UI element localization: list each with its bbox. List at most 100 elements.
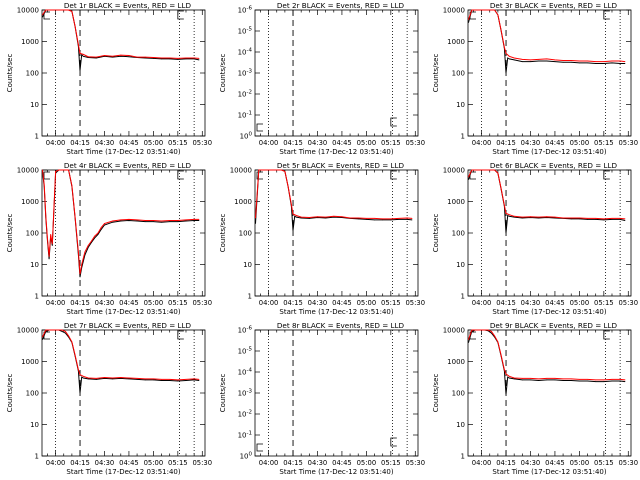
data-point — [490, 169, 492, 171]
plot-frame — [254, 169, 419, 297]
x-tick-label: 04:45 — [119, 459, 139, 467]
x-tick-label: 04:45 — [545, 299, 565, 307]
chart-panel-9: Det 9r BLACK = Events, RED = LLD 1 10 100 10… — [432, 321, 638, 476]
data-point — [120, 55, 122, 57]
data-point — [169, 57, 171, 59]
data-point — [468, 342, 469, 343]
data-point — [58, 329, 60, 331]
x-tick-label: 05:15 — [594, 299, 614, 307]
data-point — [365, 218, 367, 219]
x-tick-label: 04:00 — [46, 299, 66, 307]
data-point — [554, 61, 556, 63]
y-axis-label: Counts/sec — [432, 214, 440, 253]
data-point — [474, 169, 476, 171]
x-axis-label: Start Time (17-Dec-12 03:51:40) — [66, 468, 180, 476]
data-point — [595, 219, 597, 220]
x-tick-label: 05:30 — [192, 299, 212, 307]
y-tick-label: 100 — [452, 390, 465, 398]
y-tick-label: 100 — [452, 70, 465, 78]
series-line-lld — [42, 9, 200, 59]
data-point — [42, 336, 43, 338]
data-point — [468, 22, 469, 23]
x-axis-label: Start Time (17-Dec-12 03:51:40) — [66, 148, 180, 156]
range-bracket-right — [177, 330, 184, 340]
x-tick-label: 05:30 — [405, 299, 425, 307]
x-tick-label: 05:00 — [144, 299, 164, 307]
data-point — [490, 331, 492, 332]
y-tick-label: 1 — [461, 133, 465, 141]
data-point — [55, 329, 56, 331]
y-tick-label: 1 — [248, 293, 252, 301]
y-tick-label: 1000 — [21, 198, 39, 206]
data-point — [406, 219, 408, 220]
data-point — [61, 169, 63, 171]
x-tick-label: 05:00 — [570, 299, 590, 307]
data-point — [530, 217, 531, 218]
x-tick-label: 05:15 — [594, 459, 614, 467]
data-point — [341, 217, 343, 218]
x-tick-label: 04:30 — [95, 139, 115, 147]
data-point — [55, 9, 56, 11]
data-point — [619, 380, 621, 382]
x-tick-label: 05:00 — [357, 139, 377, 147]
data-point — [471, 329, 473, 331]
data-point — [521, 59, 523, 60]
data-point — [504, 369, 505, 371]
series-line-lld — [468, 329, 626, 381]
data-point — [521, 61, 523, 63]
data-point — [578, 218, 580, 220]
data-point — [87, 377, 89, 379]
x-tick-label: 05:15 — [594, 139, 614, 147]
data-point — [169, 380, 171, 381]
x-tick-label: 05:15 — [168, 299, 188, 307]
x-tick-label: 04:15 — [283, 299, 303, 307]
data-point — [595, 381, 597, 383]
data-point — [255, 217, 256, 219]
data-point — [587, 60, 588, 62]
data-point — [104, 55, 105, 56]
x-tick-label: 05:00 — [357, 299, 377, 307]
y-axis-label: Counts/sec — [6, 374, 14, 413]
data-point — [87, 246, 89, 248]
data-point — [64, 169, 66, 171]
chart-panel-2: Det 2r BLACK = Events, RED = LLD 100 10-1 1… — [219, 1, 425, 156]
plot-frame — [467, 169, 632, 297]
x-tick-label: 04:15 — [70, 139, 90, 147]
data-point — [611, 218, 613, 219]
data-point — [264, 169, 266, 171]
data-point — [128, 377, 130, 379]
data-point — [177, 379, 179, 381]
data-point — [71, 185, 73, 186]
data-point — [161, 221, 162, 223]
data-point — [530, 59, 531, 61]
y-tick-label: 10-5 — [238, 347, 253, 356]
chart-title: Det 8r BLACK = Events, RED = LLD — [277, 321, 405, 330]
y-tick-label: 10-4 — [238, 368, 253, 377]
data-point — [144, 57, 146, 59]
data-point — [94, 237, 96, 239]
data-point — [546, 60, 548, 62]
series-line-lld — [468, 169, 626, 220]
data-point — [120, 377, 122, 378]
data-point — [84, 251, 86, 253]
data-point — [48, 329, 50, 331]
y-tick-label: 1000 — [447, 198, 465, 206]
data-point — [398, 219, 400, 220]
data-point — [530, 216, 531, 218]
data-point — [136, 219, 138, 221]
series-line-events — [42, 9, 200, 71]
data-point — [51, 9, 53, 11]
data-point — [152, 378, 154, 380]
data-point — [578, 380, 580, 382]
data-point — [78, 44, 79, 45]
data-point — [484, 329, 486, 331]
data-point — [624, 379, 626, 381]
data-point — [624, 381, 626, 383]
data-point — [294, 215, 296, 217]
data-point — [42, 169, 43, 171]
data-point — [530, 61, 531, 63]
data-point — [284, 171, 286, 172]
data-point — [471, 9, 473, 11]
data-point — [474, 9, 476, 11]
